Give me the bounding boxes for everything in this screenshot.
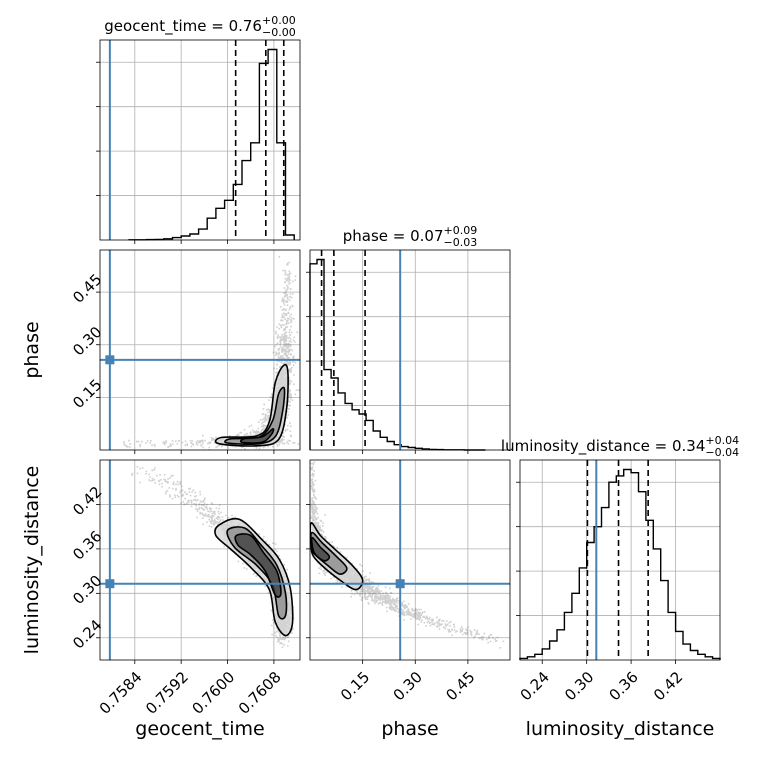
y-axis-label-phase: phase [21, 321, 43, 378]
title-name-phase: phase [343, 227, 388, 245]
overlay-layer [96, 39, 721, 664]
title-minus-geocent_time: −0.00 [262, 26, 296, 39]
title-name-luminosity_distance: luminosity_distance [501, 437, 650, 456]
xtick-label-geocent_time-1: 0.7592 [142, 668, 192, 718]
joint-geocent_time-luminosity_distance-contour-2 [234, 533, 282, 598]
title-equals-phase: = [388, 227, 410, 245]
xtick-label-geocent_time-0: 0.7584 [96, 668, 146, 718]
joint-phase-luminosity_distance-contour-1 [310, 531, 348, 575]
panel-frame-hist-phase [309, 249, 511, 451]
x-axis-label-phase: phase [381, 718, 438, 740]
xtick-label-phase-0: 0.15 [337, 668, 373, 704]
title-plus-luminosity_distance: +0.04 [705, 434, 739, 447]
panel-title-luminosity_distance: luminosity_distance = 0.34+0.04 −0.04 [501, 434, 739, 459]
joint-geocent_time-phase-samples [123, 256, 300, 450]
title-median-luminosity_distance: 0.34 [672, 437, 705, 455]
xtick-label-phase-2: 0.45 [442, 668, 478, 704]
title-plus-geocent_time: +0.00 [262, 14, 296, 27]
panel-frame-joint-geocent_time-phase [99, 249, 301, 451]
histogram-luminosity_distance [519, 468, 721, 660]
xtick-label-geocent_time-3: 0.7608 [235, 668, 285, 718]
y-axis-label-luminosity_distance: luminosity_distance [21, 466, 43, 655]
xtick-label-geocent_time-2: 0.7600 [188, 668, 238, 718]
title-equals-geocent_time: = [206, 17, 228, 35]
xtick-label-phase-1: 0.30 [390, 668, 426, 704]
panel-frame-joint-phase-luminosity_distance [309, 459, 511, 661]
joint-geocent_time-luminosity_distance-truth-marker [105, 579, 115, 589]
joint-phase-luminosity_distance-samples [310, 461, 505, 649]
joint-phase-luminosity_distance-contour-2 [310, 536, 331, 562]
panel-title-geocent_time: geocent_time = 0.76+0.00 −0.00 [104, 14, 295, 39]
xtick-label-luminosity_distance-2: 0.36 [606, 668, 642, 704]
title-minus-luminosity_distance: −0.04 [705, 446, 739, 459]
x-axis-label-geocent_time: geocent_time [135, 718, 264, 740]
joint-phase-luminosity_distance-truth-marker [395, 579, 405, 589]
title-median-geocent_time: 0.76 [229, 17, 262, 35]
title-median-phase: 0.07 [410, 227, 443, 245]
joint-phase-luminosity_distance-scatter [310, 461, 505, 649]
title-minus-phase: −0.03 [444, 236, 478, 249]
panel-frame-hist-geocent_time [99, 39, 301, 241]
joint-geocent_time-luminosity_distance-samples [131, 465, 295, 649]
panel-frame-hist-luminosity_distance [519, 459, 721, 661]
title-plus-phase: +0.09 [444, 224, 478, 237]
xtick-label-luminosity_distance-3: 0.42 [650, 668, 686, 704]
x-axis-label-luminosity_distance: luminosity_distance [526, 718, 715, 740]
histogram-phase [309, 258, 486, 451]
joint-geocent_time-luminosity_distance-contour-1 [226, 526, 288, 620]
title-equals-luminosity_distance: = [650, 437, 672, 455]
joint-geocent_time-phase-contour-2 [239, 428, 275, 444]
xtick-label-luminosity_distance-1: 0.30 [561, 668, 597, 704]
panel-frame-joint-geocent_time-luminosity_distance [99, 459, 301, 661]
xtick-label-luminosity_distance-0: 0.24 [517, 668, 553, 704]
grid-layer [100, 40, 720, 660]
data-layer [123, 48, 721, 660]
panel-title-phase: phase = 0.07+0.09 −0.03 [343, 224, 478, 249]
title-name-geocent_time: geocent_time [104, 17, 206, 36]
histogram-geocent_time [128, 48, 295, 241]
joint-geocent_time-phase-truth-marker [105, 355, 115, 365]
